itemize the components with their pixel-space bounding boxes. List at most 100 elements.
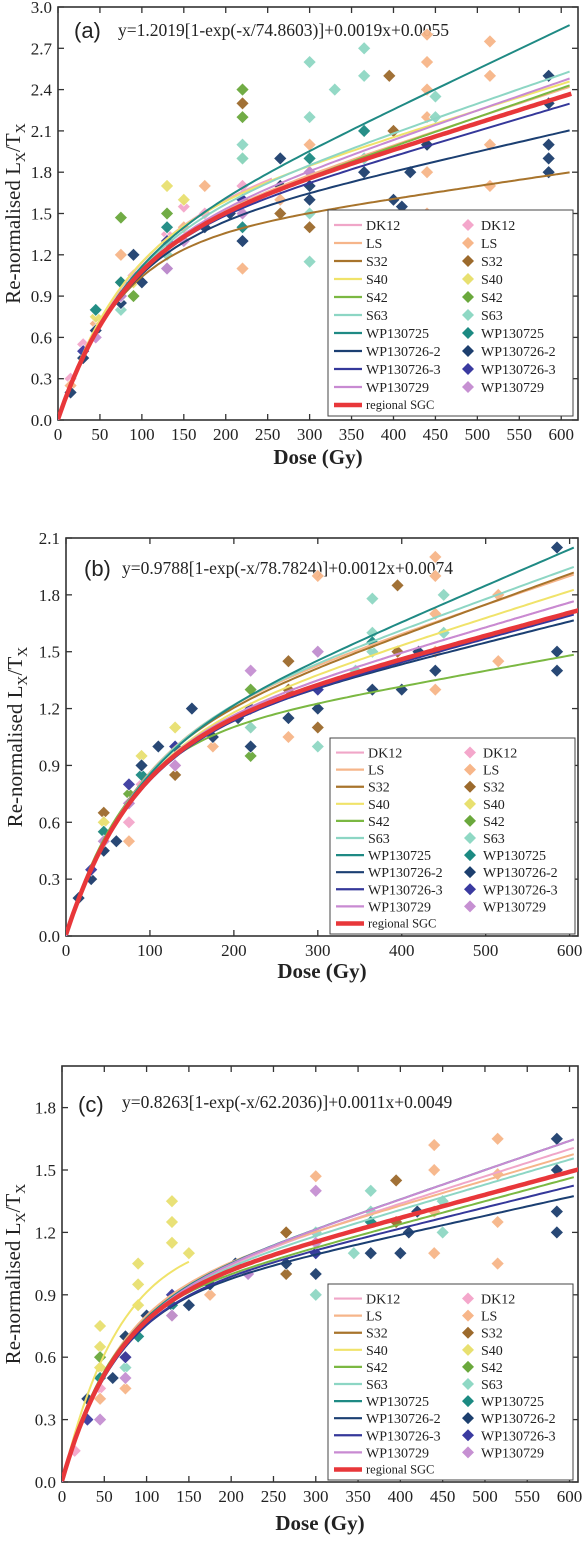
- legend-marker-wp130726-3: [462, 1429, 474, 1442]
- x-axis-label: Dose (Gy): [277, 959, 366, 983]
- legend-marker-wp130725: [462, 327, 474, 339]
- y-label-mid: /T: [1, 1194, 25, 1213]
- marker-ls: [197, 179, 212, 193]
- x-tick-label: 400: [388, 1487, 414, 1506]
- x-tick-label: 300: [303, 1487, 329, 1506]
- legend-marker-s32: [462, 1326, 474, 1339]
- legend-label-marker: S40: [481, 273, 503, 288]
- marker-s63: [308, 1287, 323, 1302]
- y-label-sub: X: [14, 1212, 29, 1222]
- marker-wp130726-3: [122, 777, 136, 792]
- x-tick-label: 250: [261, 1487, 287, 1506]
- chart-svg-c: 0 50 100 150 200 250 300 350 400 450 500 550 600 0.0 0…: [1, 1065, 582, 1535]
- marker-wp130726-2: [151, 739, 166, 754]
- legend-label-line: LS: [366, 237, 382, 252]
- y-tick-label: 3.0: [31, 0, 52, 17]
- legend-marker-s42: [464, 814, 476, 827]
- marker-ls: [427, 1163, 442, 1177]
- y-label-sub: X: [14, 1184, 29, 1194]
- y-label-mid: /T: [1, 133, 25, 152]
- marker-s40: [165, 1235, 179, 1250]
- y-axis-label: Re-normalised LX/TX: [3, 647, 31, 828]
- marker-s40: [168, 720, 183, 735]
- legend-box: [327, 1283, 574, 1481]
- marker-wp130729: [243, 663, 258, 678]
- legend-label-line: S63: [368, 832, 390, 847]
- y-axis-label: Re-normalised LX/TX: [1, 1184, 29, 1365]
- y-tick-label: 0.9: [31, 287, 52, 306]
- legend-label-marker: WP130725: [481, 327, 544, 342]
- marker-ls: [490, 1215, 505, 1229]
- y-label-main: Re-normalised L: [1, 162, 25, 304]
- marker-ls: [490, 1131, 505, 1146]
- marker-ls: [205, 739, 220, 754]
- x-tick-label: 0: [54, 425, 63, 444]
- legend-box: [329, 737, 576, 935]
- legend-marker-wp130726-2: [462, 345, 474, 357]
- chart-panel-a: 0 50 100 150 200 250 300 350 400 450 500 550 600 0.0 0…: [0, 0, 583, 512]
- marker-wp130726-2: [363, 1246, 378, 1261]
- legend-label-line: S42: [368, 815, 390, 830]
- marker-wp130726-2: [302, 192, 317, 207]
- marker-ls: [113, 247, 128, 262]
- marker-ls: [428, 568, 443, 583]
- chart-svg-b: 0 100 200 300 400 500 600 0.0 0.3 0.6 0.9 1.2 1.5 1.8…: [3, 529, 582, 983]
- marker-s42: [235, 82, 250, 97]
- marker-wp130725: [357, 123, 372, 138]
- marker-ls: [93, 1391, 107, 1406]
- marker-s42: [243, 749, 258, 763]
- x-tick-label: 100: [129, 425, 155, 444]
- marker-ls: [281, 730, 296, 744]
- legend-marker-s63: [464, 832, 476, 844]
- x-tick-label: 150: [176, 1487, 202, 1506]
- legend-label-line: WP130726-2: [368, 866, 443, 881]
- legend-label-line: S40: [366, 1344, 388, 1359]
- marker-s63: [357, 41, 372, 56]
- legend-label-marker: S32: [481, 1327, 503, 1342]
- marker-ls: [420, 165, 434, 180]
- legend-marker-wp130729: [462, 381, 474, 393]
- x-tick-label: 450: [430, 1487, 456, 1506]
- marker-wp130726-2: [393, 1246, 408, 1261]
- legend-label-marker: S42: [483, 815, 505, 830]
- legend-label-marker: S40: [481, 1344, 503, 1359]
- marker-s40: [165, 1215, 179, 1229]
- legend-marker-wp130726-3: [464, 883, 476, 896]
- y-tick-label: 0.6: [39, 813, 60, 832]
- curve-s40: [62, 1260, 190, 1482]
- marker-dk12: [122, 815, 136, 830]
- y-tick-label: 1.2: [35, 1223, 56, 1242]
- curve-regional-sgc: [62, 1167, 578, 1482]
- x-tick-label: 500: [472, 1487, 498, 1506]
- legend-label-marker: S40: [483, 798, 505, 813]
- marker-wp130726-2: [243, 739, 258, 754]
- legend-label-marker: S32: [481, 255, 503, 270]
- marker-wp130729: [308, 1183, 323, 1198]
- marker-wp130729: [235, 206, 250, 221]
- marker-s40: [165, 1194, 179, 1209]
- marker-s40: [176, 192, 191, 207]
- legend-label-line: LS: [366, 1310, 382, 1325]
- curve-regional-sgc: [58, 91, 572, 420]
- x-tick-label: 350: [345, 1487, 371, 1506]
- marker-wp130726-2: [235, 234, 250, 248]
- marker-wp130726-2: [273, 151, 288, 166]
- legend-label-line: S32: [366, 255, 388, 270]
- legend-label-line: WP130729: [368, 900, 431, 915]
- y-tick-label: 1.2: [31, 246, 52, 265]
- marker-s32: [279, 1225, 294, 1240]
- legend-marker-s40: [464, 797, 476, 810]
- y-tick-label: 0.0: [39, 927, 60, 946]
- marker-wp130726-2: [134, 758, 149, 773]
- marker-s63: [243, 720, 258, 735]
- marker-s63: [428, 89, 443, 104]
- x-tick-label: 200: [213, 425, 239, 444]
- marker-wp130729: [160, 261, 174, 276]
- marker-s40: [131, 1256, 146, 1271]
- legend-marker-s42: [462, 1360, 474, 1373]
- y-label-sub: X: [16, 647, 31, 657]
- marker-ls: [427, 1246, 442, 1261]
- legend-label-marker: WP130729: [481, 381, 544, 396]
- marker-s63: [302, 254, 317, 269]
- legend-label-marker: DK12: [483, 747, 517, 762]
